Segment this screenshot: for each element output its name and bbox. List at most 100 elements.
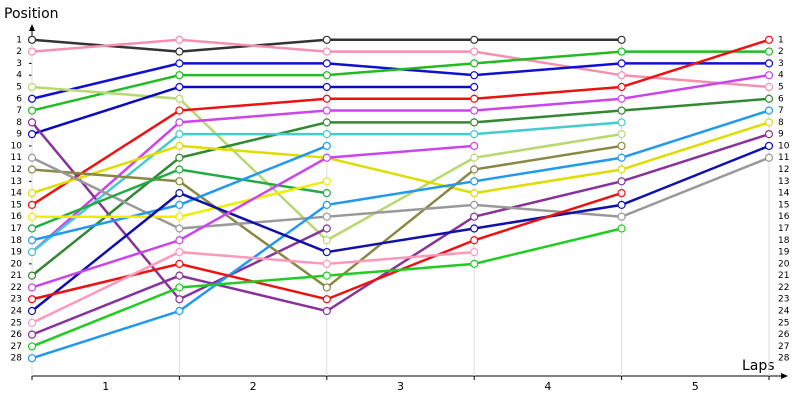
point xyxy=(175,306,184,316)
y-tick-label: 3 xyxy=(16,59,22,69)
point xyxy=(27,306,37,316)
y-tick-label: 20 xyxy=(11,259,23,269)
x-tick-label: 3 xyxy=(397,380,404,393)
point xyxy=(764,153,774,162)
series-line xyxy=(31,250,475,324)
point xyxy=(27,189,37,198)
point xyxy=(617,165,626,174)
point xyxy=(764,82,774,92)
x-tick-label: 4 xyxy=(544,380,551,393)
point xyxy=(27,35,37,44)
point xyxy=(470,47,479,56)
point xyxy=(322,295,331,304)
y-tick-label: 17 xyxy=(11,224,22,234)
point xyxy=(617,130,626,139)
point xyxy=(322,118,331,127)
point xyxy=(27,283,37,292)
point xyxy=(175,189,184,198)
y-tick-label-right: 21 xyxy=(778,271,789,281)
point xyxy=(764,130,774,139)
series-line xyxy=(31,132,770,336)
series-line xyxy=(31,121,770,195)
y-tick-label: 1 xyxy=(16,35,22,45)
y-tick-label-right: 25 xyxy=(778,318,789,328)
y-tick-label-right: 6 xyxy=(778,94,784,104)
point xyxy=(175,94,184,103)
point xyxy=(322,189,331,198)
point xyxy=(470,212,479,221)
x-arrow xyxy=(781,373,788,379)
point xyxy=(175,177,184,186)
y-tick-label: 10 xyxy=(11,141,23,151)
point xyxy=(322,224,331,233)
y-tick-label-right: 8 xyxy=(778,118,784,128)
y-tick-label: 14 xyxy=(11,189,23,199)
point xyxy=(175,283,184,292)
y-tick-label: 18 xyxy=(11,236,23,246)
y-tick-label: 23 xyxy=(11,295,22,305)
y-tick-label: 2 xyxy=(16,47,22,57)
y-tick-label-right: 9 xyxy=(778,130,784,140)
point xyxy=(617,212,626,221)
point xyxy=(27,330,37,339)
y-tick-label: 16 xyxy=(11,212,23,222)
point xyxy=(175,200,184,209)
point xyxy=(764,94,774,103)
series-line xyxy=(31,38,770,206)
point xyxy=(470,118,479,127)
y-tick-label: 11 xyxy=(11,153,22,163)
point xyxy=(322,283,331,292)
point xyxy=(27,130,37,139)
point xyxy=(470,130,479,139)
point xyxy=(617,71,626,80)
point xyxy=(27,153,37,162)
point xyxy=(764,47,774,56)
point xyxy=(322,236,331,245)
point xyxy=(175,47,184,56)
point xyxy=(175,118,184,127)
point xyxy=(764,35,774,44)
point xyxy=(175,212,184,221)
point xyxy=(764,141,774,151)
point xyxy=(175,247,184,257)
y-tick-label: 24 xyxy=(11,307,23,317)
point xyxy=(27,118,37,127)
y-tick-label: 19 xyxy=(11,248,23,258)
series-line xyxy=(31,144,475,289)
point xyxy=(617,47,626,56)
y-axis-label: Position xyxy=(4,6,59,22)
point xyxy=(617,153,626,162)
point xyxy=(322,130,331,139)
point xyxy=(322,259,331,268)
series-line xyxy=(31,73,770,254)
point xyxy=(470,106,479,115)
y-tick-label-right: 22 xyxy=(778,283,789,293)
y-tick-label-right: 7 xyxy=(778,106,784,116)
point xyxy=(27,165,37,174)
y-tick-label-right: 3 xyxy=(778,59,784,69)
point xyxy=(322,271,331,280)
point xyxy=(617,141,626,151)
point xyxy=(175,271,184,280)
series-line xyxy=(31,50,769,112)
y-tick-label: 7 xyxy=(16,106,22,116)
point xyxy=(470,82,479,92)
y-tick-label: 26 xyxy=(11,330,23,340)
point xyxy=(322,153,331,162)
series-line xyxy=(31,144,770,313)
y-tick-label: 8 xyxy=(16,118,22,128)
point xyxy=(470,236,479,245)
y-tick-label-right: 18 xyxy=(778,236,790,246)
point xyxy=(175,236,184,245)
point xyxy=(27,295,37,304)
y-tick-label: 22 xyxy=(11,283,22,293)
point xyxy=(617,177,626,186)
point xyxy=(322,177,331,186)
point xyxy=(470,153,479,162)
point xyxy=(27,236,37,245)
point xyxy=(617,224,626,233)
point xyxy=(470,200,479,209)
y-tick-label-right: 23 xyxy=(778,295,789,305)
point xyxy=(27,318,37,327)
